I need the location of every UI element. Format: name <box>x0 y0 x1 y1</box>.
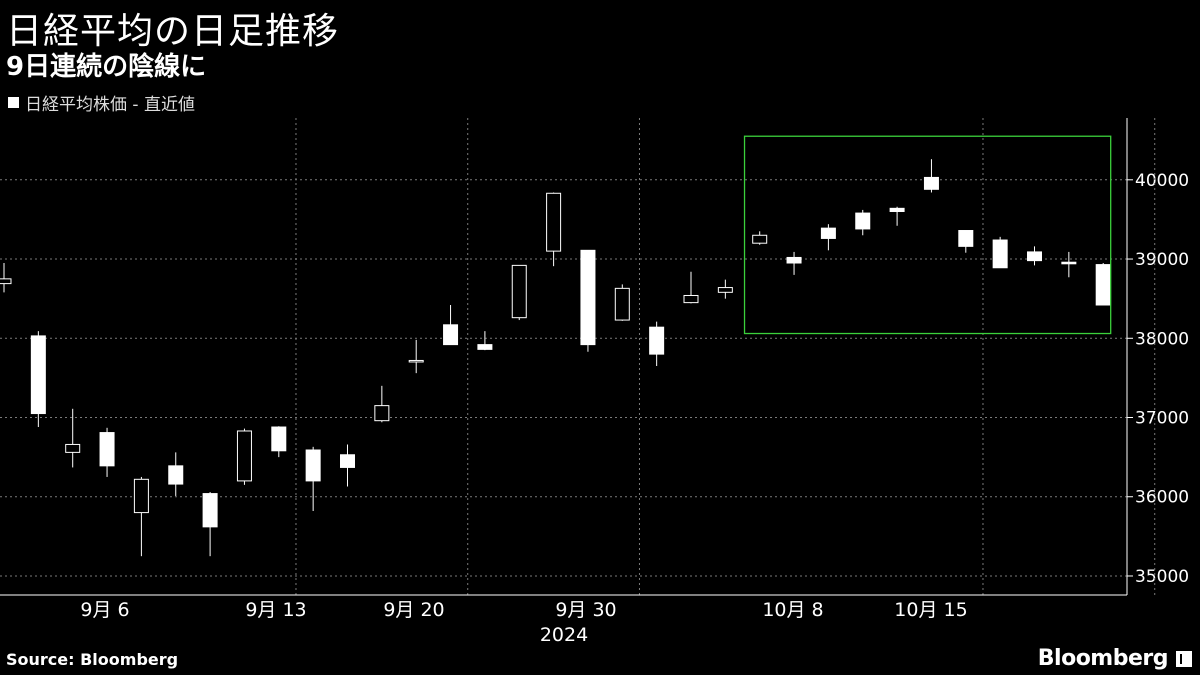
x-tick-label: 9月 13 <box>245 599 306 621</box>
candle-body-bearish <box>580 249 596 346</box>
y-tick-label: 37000 <box>1135 409 1189 429</box>
candle-body-bearish <box>855 212 871 230</box>
candle-body-bearish <box>1027 251 1042 262</box>
candle-body-bearish <box>1061 261 1077 265</box>
candle-body-bearish <box>30 335 46 415</box>
candle-body-bullish <box>236 430 252 482</box>
x-tick-label: 9月 20 <box>383 599 444 621</box>
candle <box>408 339 424 374</box>
legend-label: 日経平均株価 - 直近値 <box>25 95 195 115</box>
candle <box>649 321 665 367</box>
x-year-label: 2024 <box>540 624 588 646</box>
x-tick-label: 9月 30 <box>555 599 616 621</box>
candle <box>99 427 115 477</box>
y-tick-label: 36000 <box>1135 488 1189 508</box>
candle-body-bullish <box>408 359 424 363</box>
candle <box>305 446 321 512</box>
candle-body-bearish <box>889 207 905 212</box>
candle <box>133 476 149 557</box>
chart-legend: 日経平均株価 - 直近値 <box>8 90 195 115</box>
candle <box>820 224 836 251</box>
candle-body-bearish <box>305 449 321 482</box>
x-tick-label: 10月 8 <box>762 599 823 621</box>
candle-body-bullish <box>614 287 630 321</box>
candle-body-bearish <box>271 426 287 452</box>
candle-body-bearish <box>649 326 665 355</box>
x-tick-label: 9月 6 <box>80 599 129 621</box>
candle <box>65 408 81 468</box>
candle-body-bullish <box>752 234 768 244</box>
candle-body-bullish <box>717 287 733 293</box>
candle <box>614 284 630 321</box>
candle <box>236 428 252 485</box>
candle-body-bearish <box>958 230 974 247</box>
candle <box>786 251 802 275</box>
y-tick-label: 38000 <box>1135 329 1189 349</box>
highlight-box <box>743 135 1112 335</box>
candle <box>374 385 390 423</box>
candle-body-bearish <box>443 324 459 346</box>
candle <box>1061 251 1077 278</box>
chart-title: 日経平均の日足推移 <box>6 11 340 52</box>
x-tick-label: 10月 15 <box>894 599 967 621</box>
candle-body-bullish <box>546 192 562 252</box>
source-note: Source: Bloomberg <box>6 650 179 669</box>
brand-mark-icon <box>1176 650 1192 667</box>
chart-subtitle: 9日連続の陰線に <box>6 52 207 82</box>
candle-body-bullish <box>374 405 390 422</box>
candle <box>923 159 939 193</box>
brand-logo: Bloomberg <box>1038 646 1192 671</box>
candle-body-bearish <box>786 256 802 264</box>
candle <box>168 452 184 496</box>
y-tick-label: 35000 <box>1135 567 1189 587</box>
legend-swatch <box>8 97 19 108</box>
brand-name: Bloomberg <box>1037 646 1169 671</box>
candle-body-bearish <box>477 344 493 350</box>
candle <box>340 444 355 487</box>
candle <box>958 230 974 253</box>
candle <box>1027 246 1042 266</box>
candle-body-bullish <box>65 443 81 453</box>
candle <box>271 426 287 458</box>
candle-body-bearish <box>923 176 939 190</box>
candle <box>30 331 46 428</box>
candle <box>546 192 562 267</box>
candle <box>717 279 733 299</box>
candle-body-bearish <box>992 239 1008 269</box>
candle-body-bearish <box>99 432 115 467</box>
candle <box>202 491 218 557</box>
y-tick-label: 39000 <box>1135 250 1189 270</box>
candle-body-bearish <box>202 493 218 528</box>
candle <box>1095 263 1111 306</box>
candle <box>752 231 768 245</box>
candle-body-bullish <box>0 278 12 285</box>
candle <box>855 209 871 236</box>
candle <box>889 206 905 226</box>
candle-body-bullish <box>133 478 149 514</box>
candle <box>683 271 699 304</box>
candle <box>992 236 1008 269</box>
candle-body-bearish <box>1095 264 1111 306</box>
candle-body-bearish <box>168 465 184 485</box>
candle-body-bearish <box>340 454 355 468</box>
candle <box>580 249 596 352</box>
candle <box>477 331 493 351</box>
candle <box>0 263 12 293</box>
candle <box>511 264 527 321</box>
candle-body-bullish <box>511 264 527 319</box>
candle <box>443 304 459 346</box>
candle-body-bullish <box>683 294 699 304</box>
candle-body-bearish <box>820 227 836 239</box>
y-tick-label: 40000 <box>1135 171 1189 191</box>
